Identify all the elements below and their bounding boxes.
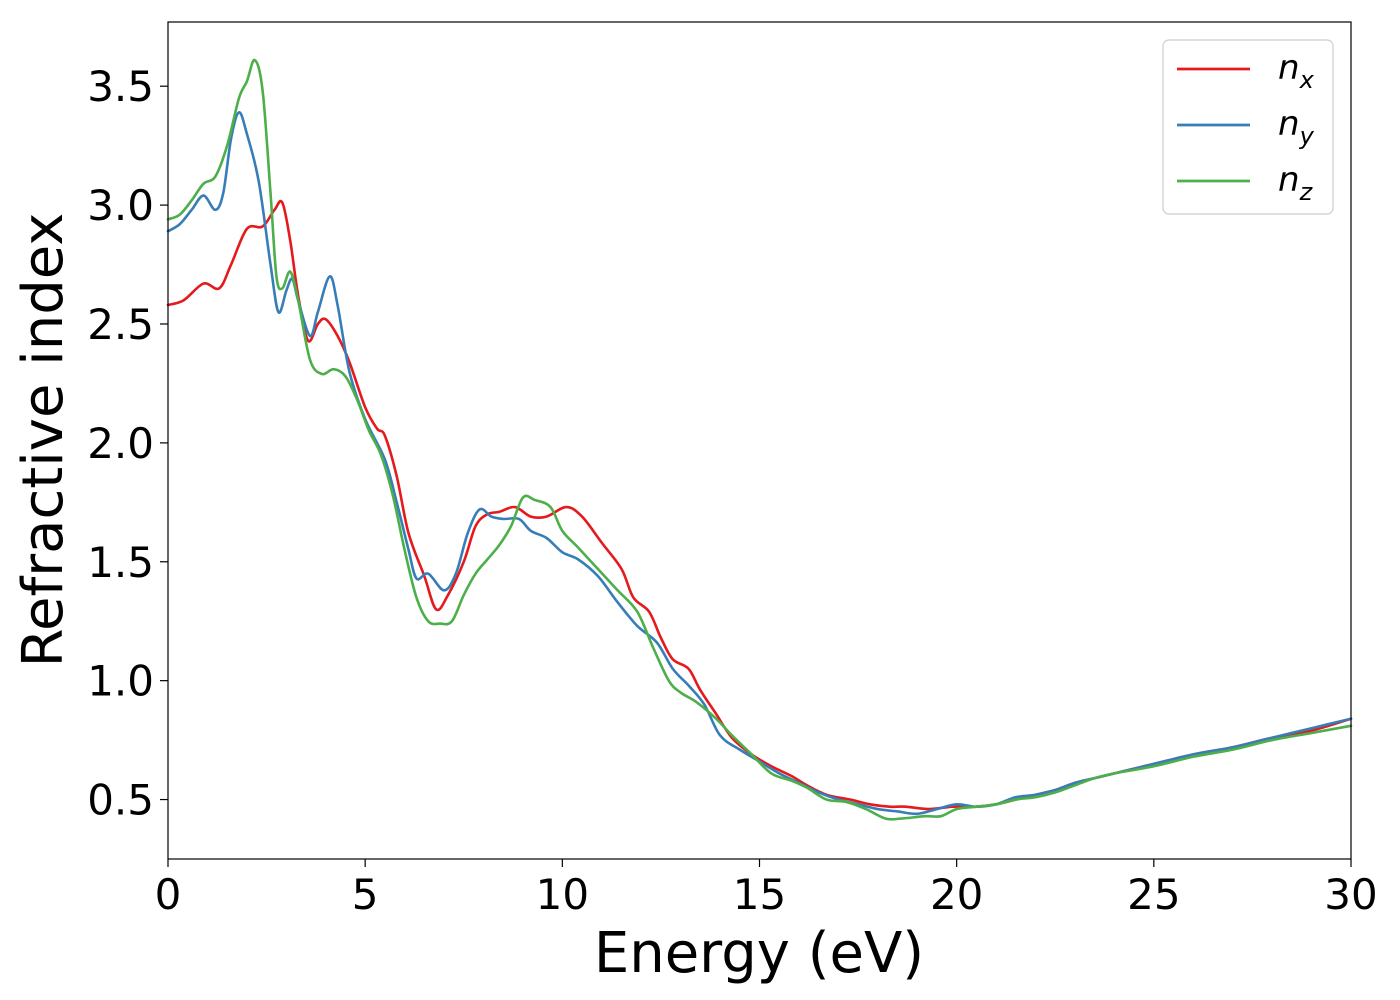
- y-tick-label: 1.0: [87, 657, 154, 706]
- series-layer: [166, 58, 1353, 821]
- series-line-n-z: [166, 58, 1353, 821]
- x-tick-label: 10: [536, 870, 589, 919]
- y-tick-label: 0.5: [87, 776, 154, 825]
- y-tick-label: 2.0: [87, 419, 154, 468]
- legend: nx ny nz: [1162, 39, 1334, 215]
- x-tick-label: 5: [352, 870, 379, 919]
- x-tick-label: 0: [155, 870, 182, 919]
- x-axis: 0 5 10 15 20 25 30: [155, 859, 1378, 919]
- legend-label-z: nz: [1278, 160, 1314, 206]
- legend-label-x: nx: [1278, 48, 1315, 94]
- x-tick-label: 25: [1127, 870, 1180, 919]
- x-tick-label: 30: [1324, 870, 1377, 919]
- y-tick-label: 2.5: [87, 300, 154, 349]
- legend-label-y: ny: [1278, 104, 1315, 150]
- y-axis-title: Refractive index: [11, 213, 76, 668]
- x-axis-title: Energy (eV): [594, 921, 924, 986]
- y-tick-label: 3.5: [87, 62, 154, 111]
- y-axis: 0.5 1.0 1.5 2.0 2.5 3.0 3.5: [87, 62, 168, 825]
- y-tick-label: 1.5: [87, 538, 154, 587]
- x-tick-label: 20: [930, 870, 983, 919]
- y-tick-label: 3.0: [87, 181, 154, 230]
- legend-box: [1162, 39, 1334, 215]
- x-tick-label: 15: [733, 870, 786, 919]
